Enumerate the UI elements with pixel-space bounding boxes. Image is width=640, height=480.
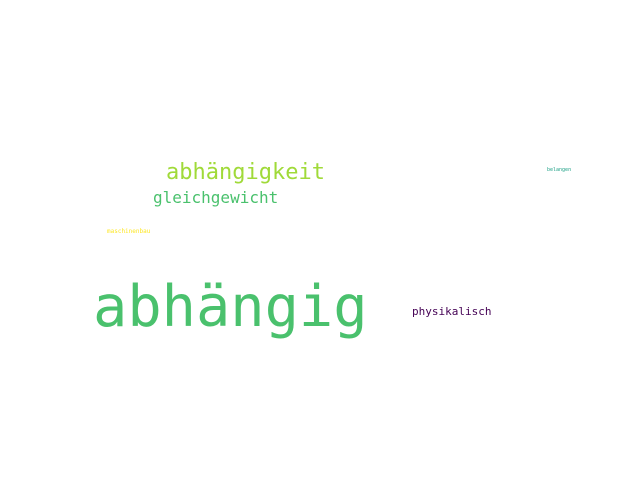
word-belangen: belangen [547, 167, 572, 173]
word-maschinenbau: maschinenbau [107, 228, 151, 235]
word-gleichgewicht: gleichgewicht [153, 188, 279, 207]
word-physikalisch: physikalisch [412, 305, 492, 318]
word-abhaengig: abhängig [93, 274, 368, 340]
word-abhaengigkeit: abhängigkeit [166, 160, 325, 185]
